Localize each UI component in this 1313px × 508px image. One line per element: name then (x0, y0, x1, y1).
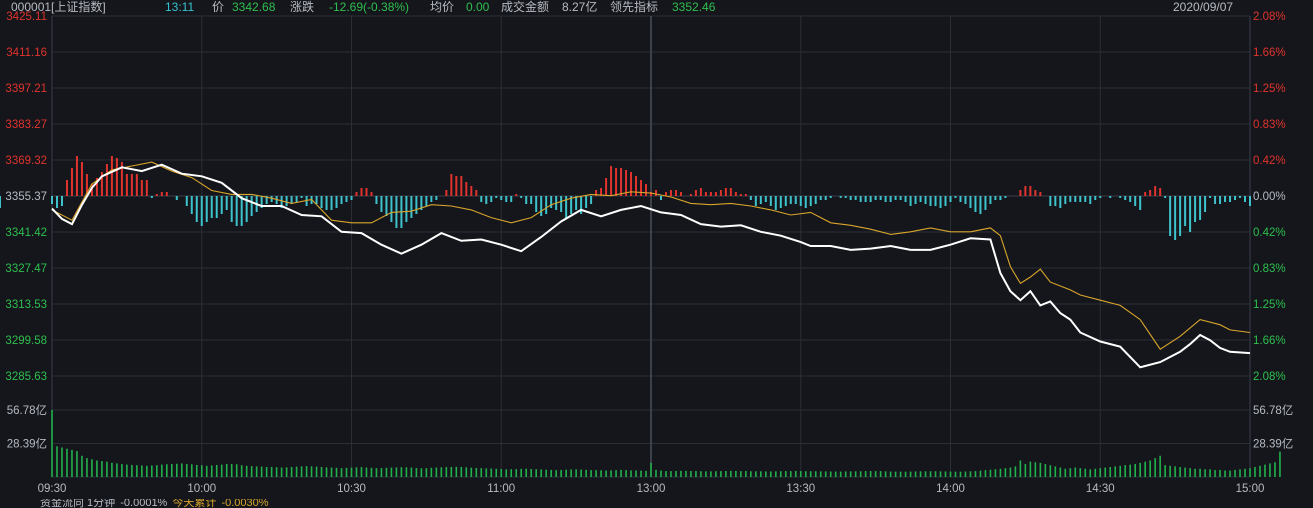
flow-1min-label: 资金流向 1分钟 (40, 499, 116, 508)
change-value: -12.69(-0.38%) (329, 0, 410, 14)
y-tick-right: 1.25% (1253, 83, 1286, 95)
y-tick-right: 0.00% (1253, 191, 1286, 203)
price-label: 价 (212, 0, 225, 14)
y-tick-left: 3411.16 (6, 47, 47, 59)
y-tick-right: 0.83% (1253, 263, 1286, 275)
turnover-value: 8.27亿 (562, 0, 598, 14)
volume-tick-left: 28.39亿 (7, 438, 47, 451)
leading-label: 领先指标 (610, 0, 659, 14)
volume-tick-right: 56.78亿 (1253, 404, 1293, 417)
chart-date: 2020/09/07 (1173, 0, 1234, 14)
x-tick: 15:00 (1236, 483, 1265, 495)
y-tick-left: 3397.21 (5, 83, 47, 95)
money-flow-bars (0, 156, 1251, 240)
flow-total-label: 今天累计 (172, 499, 217, 508)
x-tick: 14:00 (936, 483, 965, 495)
chart-header: 000001[上证指数] 13:11 价 3342.68 涨跌 -12.69(-… (0, 0, 1313, 16)
volume-tick-left: 56.78亿 (7, 404, 47, 417)
y-tick-left: 3285.63 (5, 371, 47, 383)
x-tick: 13:00 (637, 483, 666, 495)
y-tick-left: 3355.37 (5, 191, 47, 203)
y-tick-left: 3369.32 (5, 155, 47, 167)
current-time: 13:11 (165, 0, 195, 14)
y-tick-right: 1.66% (1253, 335, 1286, 347)
x-tick: 10:00 (187, 483, 216, 495)
y-tick-right: 1.66% (1253, 47, 1286, 59)
y-tick-right: 2.08% (1253, 11, 1286, 23)
y-tick-left: 3299.58 (5, 335, 47, 347)
index-code: 000001[上证指数] (11, 0, 106, 14)
price-lines (51, 161, 1251, 369)
x-tick: 09:30 (38, 483, 67, 495)
volume-tick-right: 28.39亿 (1253, 438, 1293, 451)
flow-1min-value: -0.0001% (120, 499, 168, 508)
x-tick: 11:00 (487, 483, 515, 495)
price-line (51, 163, 1251, 369)
y-tick-right: 0.42% (1253, 155, 1286, 167)
y-tick-left: 3341.42 (5, 227, 47, 239)
y-tick-left: 3313.53 (5, 299, 47, 311)
avg-label: 均价 (430, 0, 455, 14)
price-value: 3342.68 (232, 0, 276, 14)
x-tick: 10:30 (337, 483, 366, 495)
y-tick-left: 3327.47 (5, 263, 47, 275)
y-tick-left: 3383.27 (5, 119, 47, 131)
y-tick-left: 3425.11 (6, 11, 47, 23)
y-tick-right: 0.42% (1253, 227, 1286, 239)
y-tick-right: 2.08% (1253, 371, 1286, 383)
x-tick: 13:30 (786, 483, 815, 495)
avg-value: 0.00 (466, 0, 490, 14)
change-label: 涨跌 (290, 0, 315, 14)
volume-bars (51, 410, 1281, 477)
x-tick: 14:30 (1086, 483, 1115, 495)
turnover-label: 成交金额 (501, 0, 550, 14)
y-tick-right: 0.83% (1253, 119, 1286, 131)
y-tick-right: 1.25% (1253, 299, 1286, 311)
leading-indicator-line (51, 161, 1251, 350)
leading-value: 3352.46 (672, 0, 716, 14)
axis-labels: 3425.11 2.08% 3411.16 1.66% 3397.21 1.25% 3383… (5, 11, 1293, 495)
flow-total-value: -0.0030% (221, 499, 269, 508)
money-flow-summary: 资金流向 1分钟 -0.0001% 今天累计 -0.0030% (40, 499, 271, 508)
